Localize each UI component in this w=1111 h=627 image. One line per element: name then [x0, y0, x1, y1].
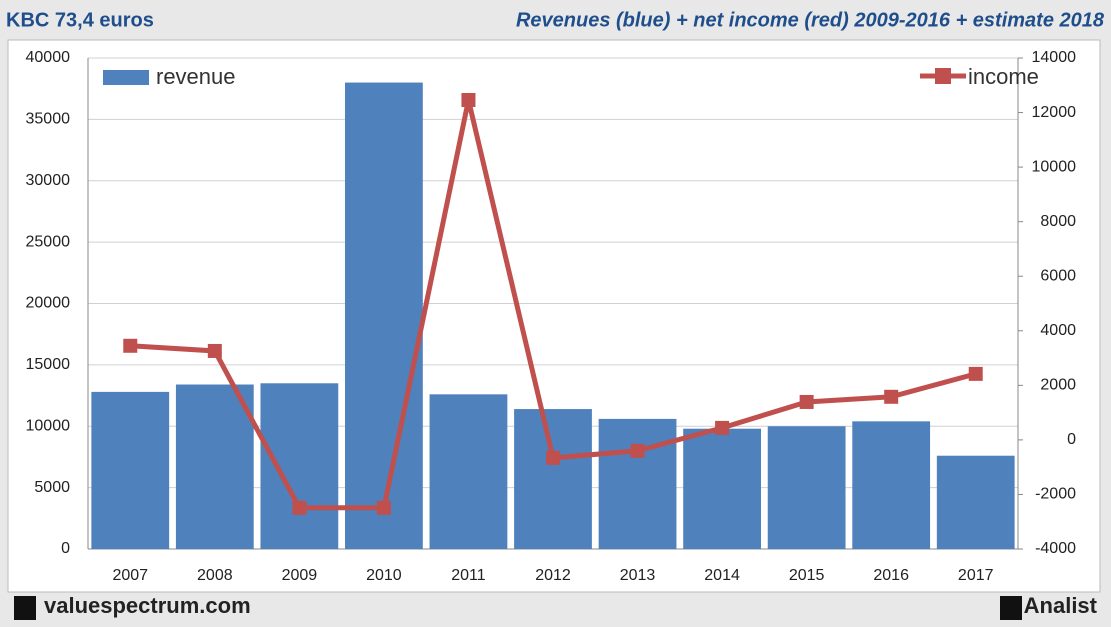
y-tick-label: 40000 — [26, 49, 71, 66]
x-tick-label: 2010 — [366, 567, 402, 584]
y-tick-label: 35000 — [26, 111, 71, 128]
logo-icon — [14, 596, 1022, 620]
x-tick-label: 2007 — [112, 567, 148, 584]
x-tick-label: 2015 — [789, 567, 825, 584]
marker — [123, 338, 138, 353]
footer-left: valuespectrum.com — [44, 593, 251, 618]
x-tick-label: 2009 — [282, 567, 318, 584]
x-tick-label: 2016 — [873, 567, 909, 584]
bar — [683, 428, 761, 549]
y2-tick-label: 12000 — [1032, 104, 1077, 121]
y-tick-label: 5000 — [34, 479, 70, 496]
bar — [598, 418, 677, 549]
legend-label: revenue — [156, 64, 236, 89]
y-tick-label: 25000 — [26, 233, 71, 250]
legend-label: income — [968, 64, 1039, 89]
legend-swatch — [935, 68, 951, 84]
bar — [429, 394, 508, 549]
bar — [175, 384, 254, 549]
x-tick-label: 2011 — [451, 567, 486, 584]
bar — [91, 391, 170, 549]
legend-swatch — [103, 70, 149, 85]
marker — [715, 420, 730, 435]
y-tick-label: 0 — [61, 540, 70, 557]
y-tick-label: 30000 — [26, 172, 71, 189]
marker — [884, 389, 899, 404]
bar — [852, 421, 931, 549]
y2-tick-label: 8000 — [1040, 213, 1076, 230]
chart-subtitle: KBC 73,4 euros — [6, 9, 154, 31]
x-tick-label: 2008 — [197, 567, 233, 584]
y2-tick-label: 14000 — [1032, 49, 1077, 66]
y-tick-label: 15000 — [26, 356, 71, 373]
marker — [461, 93, 476, 108]
y2-tick-label: 4000 — [1040, 322, 1076, 339]
x-tick-label: 2012 — [535, 567, 571, 584]
marker — [630, 443, 645, 458]
marker — [376, 500, 391, 515]
y2-tick-label: 0 — [1067, 431, 1076, 448]
bar — [936, 455, 1015, 549]
x-tick-label: 2013 — [620, 567, 656, 584]
marker — [968, 366, 983, 381]
y2-tick-label: 6000 — [1040, 267, 1076, 284]
y2-tick-label: -4000 — [1035, 540, 1076, 557]
bar — [260, 383, 339, 549]
y-tick-label: 20000 — [26, 295, 71, 312]
y2-tick-label: 10000 — [1032, 158, 1077, 175]
marker — [799, 394, 814, 409]
y2-tick-label: 2000 — [1040, 377, 1076, 394]
x-tick-label: 2017 — [958, 567, 994, 584]
marker — [207, 343, 222, 358]
bar — [514, 409, 592, 549]
marker — [546, 450, 560, 465]
y2-tick-label: -2000 — [1035, 486, 1076, 503]
bar — [345, 82, 423, 550]
marker — [292, 500, 307, 515]
chart-title: Revenues (blue) + net income (red) 2009-… — [516, 9, 1105, 31]
bar — [767, 426, 846, 549]
y-tick-label: 10000 — [26, 417, 71, 434]
footer-right: Analist — [1024, 593, 1098, 618]
x-tick-label: 2014 — [704, 567, 740, 584]
